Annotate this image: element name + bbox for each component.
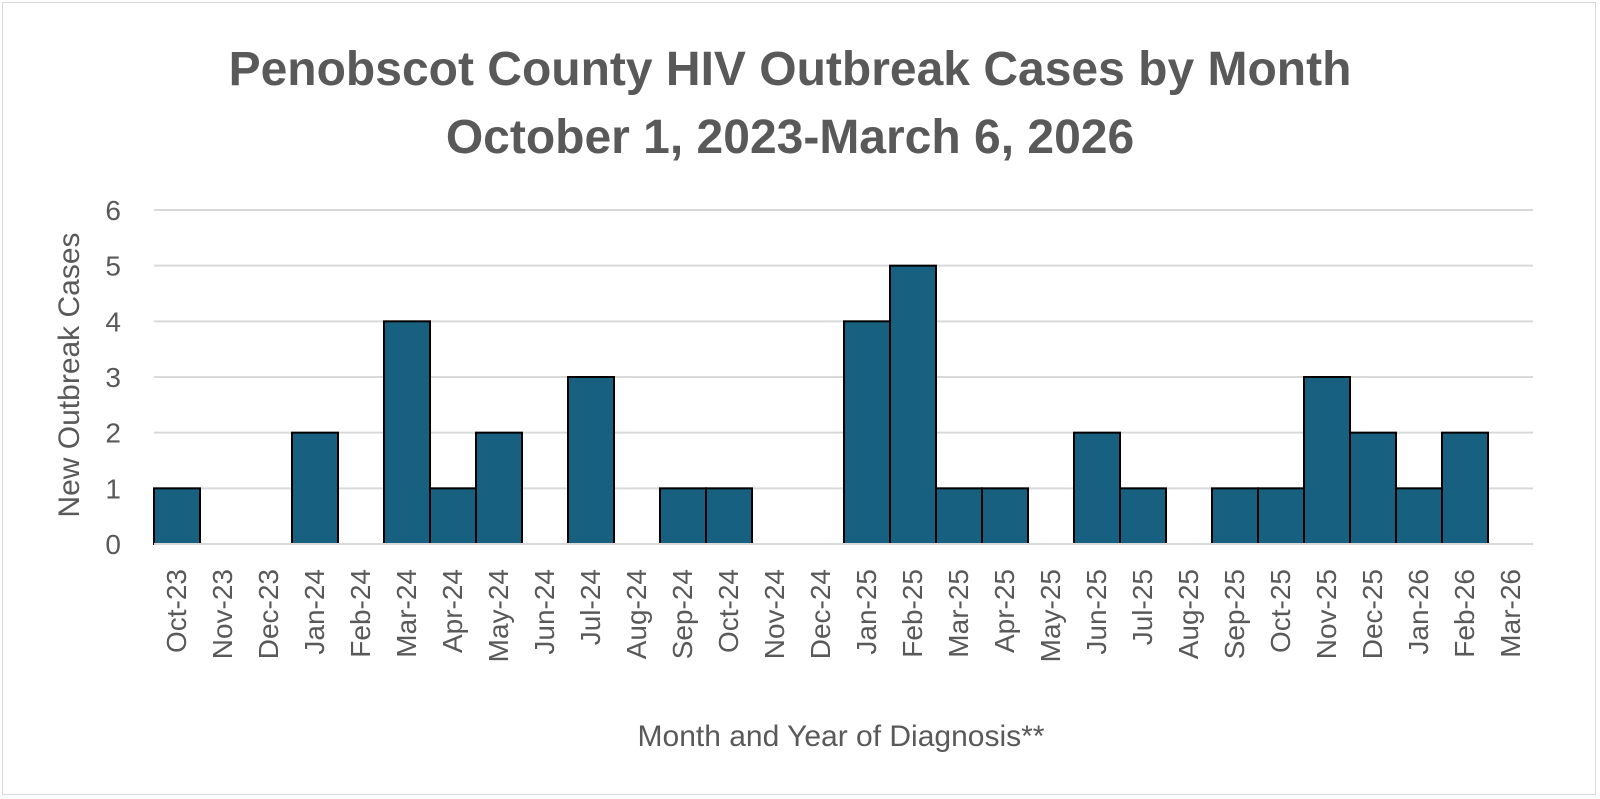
y-axis-label: New Outbreak Cases	[53, 232, 86, 517]
x-tick-label: Oct-23	[161, 569, 192, 653]
bar	[1211, 487, 1259, 546]
bar	[659, 487, 707, 546]
x-tick-label: Jul-24	[575, 569, 606, 645]
x-tick-label: Mar-26	[1495, 569, 1526, 658]
x-tick-label: Mar-24	[391, 569, 422, 658]
chart-title-line-2: October 1, 2023-March 6, 2026	[446, 111, 1134, 164]
x-tick-label: Nov-23	[207, 569, 238, 659]
x-tick-label: Dec-25	[1357, 569, 1388, 659]
x-tick-label: Sep-25	[1219, 569, 1250, 659]
bar	[889, 264, 937, 545]
x-tick-label: Jun-25	[1081, 569, 1112, 655]
x-tick-label: Nov-25	[1311, 569, 1342, 659]
bar	[843, 320, 891, 546]
bar	[935, 487, 983, 546]
bar	[383, 320, 431, 546]
y-tick-label: 1	[105, 473, 121, 504]
x-tick-label: Jan-24	[299, 569, 330, 655]
y-tick-label: 4	[105, 306, 121, 337]
x-tick-label: Jan-26	[1403, 569, 1434, 655]
x-tick-label: Sep-24	[667, 569, 698, 659]
x-tick-label: Aug-24	[621, 569, 652, 659]
x-tick-label: Nov-24	[759, 569, 790, 659]
bar	[291, 431, 339, 545]
x-tick-label: Mar-25	[943, 569, 974, 658]
chart-title-line-1: Penobscot County HIV Outbreak Cases by M…	[229, 43, 1352, 96]
x-tick-label: Jun-24	[529, 569, 560, 655]
bar	[1073, 431, 1121, 545]
chart-title: Penobscot County HIV Outbreak Cases by M…	[229, 43, 1352, 164]
x-tick-label: Feb-26	[1449, 569, 1480, 658]
x-tick-label: Aug-25	[1173, 569, 1204, 659]
bar	[429, 487, 477, 546]
y-axis-ticks: 0 1 2 3 4 5 6	[105, 195, 121, 560]
bars	[153, 264, 1489, 546]
x-tick-label: Feb-24	[345, 569, 376, 658]
bar	[1349, 431, 1397, 545]
bar	[1303, 376, 1351, 545]
chart: Penobscot County HIV Outbreak Cases by M…	[53, 43, 1533, 753]
x-tick-label: Jul-25	[1127, 569, 1158, 645]
x-tick-label: Oct-24	[713, 569, 744, 653]
x-tick-label: Dec-24	[805, 569, 836, 659]
x-tick-label: May-24	[483, 569, 514, 662]
x-tick-label: Jan-25	[851, 569, 882, 655]
y-tick-label: 3	[105, 362, 121, 393]
x-tick-label: Apr-25	[989, 569, 1020, 653]
bar	[1395, 487, 1443, 546]
x-axis-ticks: Oct-23 Nov-23 Dec-23 Jan-24 Feb-24 Mar-24 Apr-…	[161, 569, 1526, 662]
x-tick-label: Feb-25	[897, 569, 928, 658]
x-tick-label: Oct-25	[1265, 569, 1296, 653]
x-tick-label: Apr-24	[437, 569, 468, 653]
bar	[475, 431, 523, 545]
y-tick-label: 2	[105, 418, 121, 449]
y-tick-label: 5	[105, 251, 121, 282]
x-axis-label: Month and Year of Diagnosis**	[638, 720, 1045, 753]
bar	[567, 376, 615, 545]
bar	[705, 487, 753, 546]
x-tick-label: Dec-23	[253, 569, 284, 659]
bar	[981, 487, 1029, 546]
y-tick-label: 6	[105, 195, 121, 226]
bar	[1257, 487, 1305, 546]
bar	[153, 487, 201, 546]
bar	[1441, 431, 1489, 545]
y-tick-label: 0	[105, 529, 121, 560]
x-tick-label: May-25	[1035, 569, 1066, 662]
bar	[1119, 487, 1167, 546]
